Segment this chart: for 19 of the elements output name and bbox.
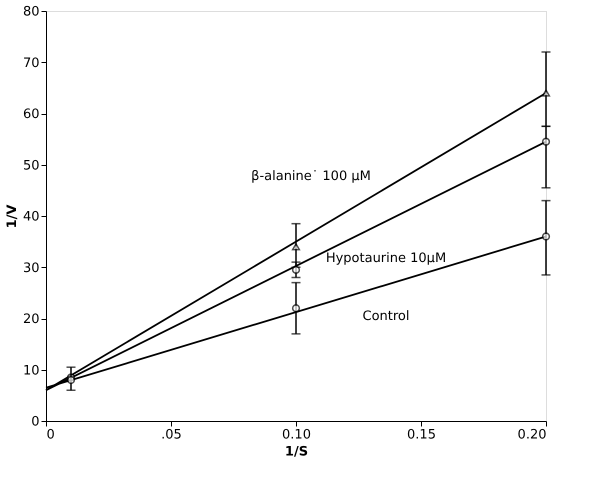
y-tick-label: 50	[22, 158, 40, 174]
y-tick-label: 20	[22, 312, 40, 327]
y-axis-title: 1/V	[4, 204, 20, 228]
x-tick-label: 0.10	[282, 428, 311, 442]
x-tick-label: 0.15	[407, 428, 436, 442]
x-tick-label: .05	[161, 428, 182, 442]
y-tick-label: 30	[22, 260, 40, 276]
y-tick-label: 80	[22, 4, 40, 20]
series-label: β-alanine˙ 100 μM	[251, 168, 371, 184]
series-label: Hypotaurine 10μM	[326, 251, 446, 266]
y-tick-label: 70	[22, 56, 40, 71]
y-tick-label: 60	[22, 107, 40, 122]
y-tick-label: 10	[22, 363, 40, 378]
series-label: Control	[362, 308, 410, 324]
y-tick-label: 40	[22, 210, 40, 224]
y-tick-label: 0	[31, 414, 40, 430]
x-tick-label: 0.20	[518, 428, 546, 442]
x-axis-title: 1/S	[284, 444, 308, 460]
x-tick-label: 0	[46, 428, 55, 442]
